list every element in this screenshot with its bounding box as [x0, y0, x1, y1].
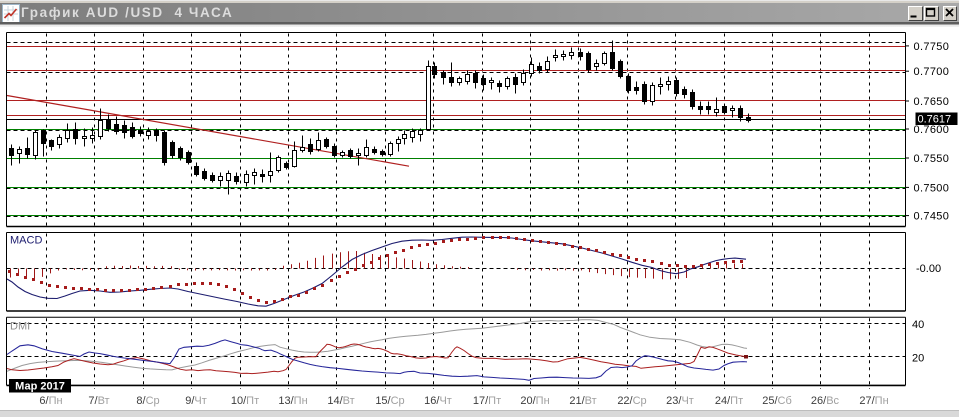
svg-text:0.7650: 0.7650: [914, 96, 950, 108]
svg-text:25/Сб: 25/Сб: [762, 395, 792, 407]
svg-text:17/Пт: 17/Пт: [473, 395, 501, 407]
svg-text:0.7750: 0.7750: [914, 41, 950, 53]
svg-text:20/Пн: 20/Пн: [520, 395, 549, 407]
svg-text:7/Вт: 7/Вт: [88, 395, 109, 407]
svg-text:0.7617: 0.7617: [918, 114, 952, 126]
svg-text:26/Вс: 26/Вс: [811, 395, 840, 407]
svg-text:20: 20: [912, 353, 924, 365]
svg-text:16/Чт: 16/Чт: [424, 395, 452, 407]
svg-text:0.7700: 0.7700: [914, 66, 950, 78]
svg-text:40: 40: [912, 319, 924, 331]
svg-text:9/Чт: 9/Чт: [185, 395, 207, 407]
svg-text:0.7450: 0.7450: [914, 211, 950, 223]
svg-text:MACD: MACD: [10, 235, 42, 247]
svg-text:24/Пт: 24/Пт: [715, 395, 743, 407]
svg-text:-0.00: -0.00: [916, 263, 941, 275]
svg-text:0.7600: 0.7600: [914, 124, 950, 136]
svg-text:21/Вт: 21/Вт: [569, 395, 596, 407]
svg-text:22/Ср: 22/Ср: [617, 395, 646, 407]
svg-text:10/Пт: 10/Пт: [231, 395, 259, 407]
svg-text:27/Пн: 27/Пн: [859, 395, 888, 407]
svg-text:6/Пн: 6/Пн: [39, 395, 62, 407]
svg-text:0.7550: 0.7550: [914, 153, 950, 165]
svg-text:8/Ср: 8/Ср: [136, 395, 159, 407]
svg-text:23/Чт: 23/Чт: [666, 395, 694, 407]
svg-text:DMI: DMI: [10, 321, 30, 333]
svg-text:Мар 2017: Мар 2017: [15, 381, 65, 393]
svg-text:15/Ср: 15/Ср: [375, 395, 404, 407]
svg-text:13/Пн: 13/Пн: [278, 395, 307, 407]
svg-text:14/Вт: 14/Вт: [327, 395, 354, 407]
svg-text:0.7500: 0.7500: [914, 182, 950, 194]
